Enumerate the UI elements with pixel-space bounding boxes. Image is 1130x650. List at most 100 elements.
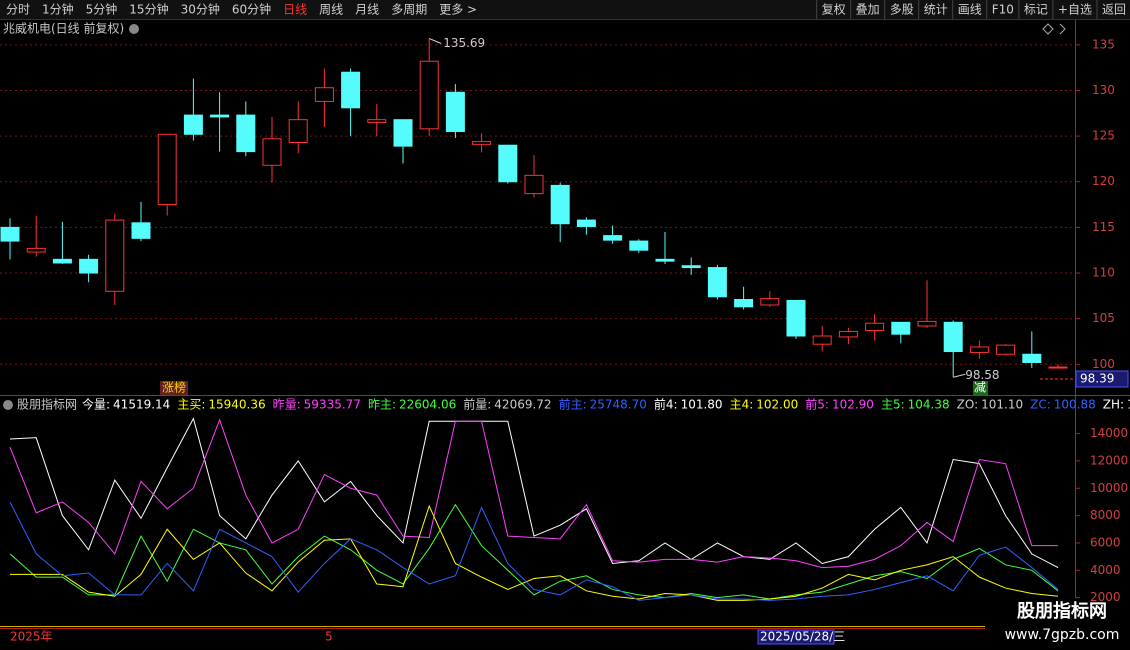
month-label: 5 xyxy=(325,630,333,644)
candle-body xyxy=(524,174,544,195)
candle-body xyxy=(707,267,727,298)
toolbar-button[interactable]: 复权 xyxy=(822,3,846,17)
toolbar-button[interactable]: 标记 xyxy=(1024,3,1048,17)
candle-body xyxy=(105,219,125,292)
candle-body xyxy=(629,240,649,251)
toolbar-tab[interactable]: 5分钟 xyxy=(86,2,118,17)
candle-body xyxy=(760,298,780,306)
candle-body xyxy=(0,226,20,242)
candle-body xyxy=(419,60,439,130)
legend-name: 前4: xyxy=(654,397,678,412)
indicator-line xyxy=(9,503,1059,600)
candle-body xyxy=(26,247,46,253)
candle-body xyxy=(52,258,72,264)
candle-body xyxy=(445,91,465,133)
candle-body xyxy=(786,299,806,337)
y-tick-label: 115 xyxy=(1092,220,1115,234)
tag: 涨榜 xyxy=(162,380,186,395)
candle-body xyxy=(367,119,387,123)
toolbar-button[interactable]: 叠加 xyxy=(856,3,880,17)
candle-body xyxy=(576,219,596,227)
legend-value: 22604.06 xyxy=(399,398,456,412)
high-pointer xyxy=(429,38,442,44)
toolbar-button[interactable]: 统计 xyxy=(924,3,948,17)
last-price-box xyxy=(1075,370,1129,388)
high-label: 135.69 xyxy=(443,36,485,50)
y-tick-label: 125 xyxy=(1092,129,1115,143)
legend-value: 102.31 xyxy=(1127,398,1130,412)
legend-value: 42069.72 xyxy=(494,398,551,412)
dropdown-icon[interactable] xyxy=(3,400,13,410)
toolbar-tab[interactable]: 30分钟 xyxy=(181,2,220,17)
candle-body xyxy=(341,71,361,109)
legend-name: ZC: xyxy=(1030,398,1051,412)
legend-name: 前5: xyxy=(805,397,829,412)
last-price: 98.39 xyxy=(1080,372,1114,386)
toolbar-button[interactable]: +自选 xyxy=(1058,3,1092,17)
legend-name: 主5: xyxy=(881,398,905,412)
candle-body xyxy=(131,222,151,239)
toolbar-button[interactable]: 多股 xyxy=(890,3,914,17)
legend-name: 昨主: xyxy=(368,398,396,412)
indicator-line xyxy=(9,418,1058,569)
candle-body xyxy=(262,138,282,166)
candle-body xyxy=(603,235,623,241)
watermark-name: 股朋指标网 xyxy=(1016,600,1107,622)
candle-body xyxy=(1048,366,1068,369)
toolbar-tab[interactable]: 多周期 xyxy=(391,3,427,17)
indicator-line xyxy=(9,417,1059,569)
legend-name: 昨量: xyxy=(273,398,301,412)
legend-value: 100.88 xyxy=(1054,398,1096,412)
y-tick-label: 2000 xyxy=(1090,590,1121,604)
toolbar-tab[interactable]: 日线 xyxy=(283,3,307,17)
toolbar-tab[interactable]: 分时 xyxy=(6,3,30,17)
y-tick-label: 130 xyxy=(1092,83,1115,97)
candle-body xyxy=(917,320,937,327)
legend-value: 102.90 xyxy=(832,398,874,412)
toolbar-tab[interactable]: 1分钟 xyxy=(42,2,74,17)
candle-body xyxy=(891,321,911,335)
toolbar-tab[interactable]: 60分钟 xyxy=(232,2,271,17)
legend-name: 主4: xyxy=(730,398,754,412)
candle-body xyxy=(210,114,230,118)
panel-icons[interactable] xyxy=(1042,23,1066,35)
y-tick-label: 135 xyxy=(1092,37,1115,51)
y-tick-label: 6000 xyxy=(1090,535,1121,549)
toolbar xyxy=(0,0,1130,19)
y-tick-label: 14000 xyxy=(1090,426,1128,440)
y-tick-label: 110 xyxy=(1092,266,1115,280)
toolbar-button[interactable]: 画线 xyxy=(958,3,982,17)
legend-name: 主买: xyxy=(177,398,205,412)
cursor-date-box xyxy=(757,629,835,645)
candle-body xyxy=(681,265,701,269)
dropdown-icon[interactable] xyxy=(129,24,139,34)
toolbar-tab[interactable]: 月线 xyxy=(355,3,379,17)
y-tick-label: 4000 xyxy=(1090,563,1121,577)
watermark-bg xyxy=(985,597,1130,650)
indicator-line xyxy=(9,501,1059,601)
candle-body xyxy=(865,322,885,332)
y-tick-label: 10000 xyxy=(1090,481,1128,495)
candle-body xyxy=(236,114,256,153)
toolbar-tab[interactable]: 15分钟 xyxy=(129,2,168,17)
tag-bg xyxy=(160,381,188,395)
candle-body xyxy=(812,335,832,345)
toolbar-tab[interactable]: 周线 xyxy=(319,3,343,17)
legend-value: 25748.70 xyxy=(590,398,647,412)
legend-name: 今量: xyxy=(82,397,110,412)
tag: 减 xyxy=(974,381,986,395)
y-tick-label: 8000 xyxy=(1090,508,1121,522)
toolbar-button[interactable]: 返回 xyxy=(1102,3,1126,17)
indicator-title: 股朋指标网 xyxy=(17,397,77,412)
legend-value: 101.10 xyxy=(981,398,1023,412)
toolbar-button[interactable]: F10 xyxy=(992,3,1014,17)
legend-name: 前主: xyxy=(559,397,587,412)
legend-name: ZO: xyxy=(957,398,979,412)
toolbar-tab[interactable]: 更多 > xyxy=(439,3,477,17)
y-tick-label: 120 xyxy=(1092,174,1115,188)
legend-value: 41519.14 xyxy=(113,398,170,412)
tag-bg xyxy=(973,381,988,395)
legend-name: 前量: xyxy=(463,397,491,412)
